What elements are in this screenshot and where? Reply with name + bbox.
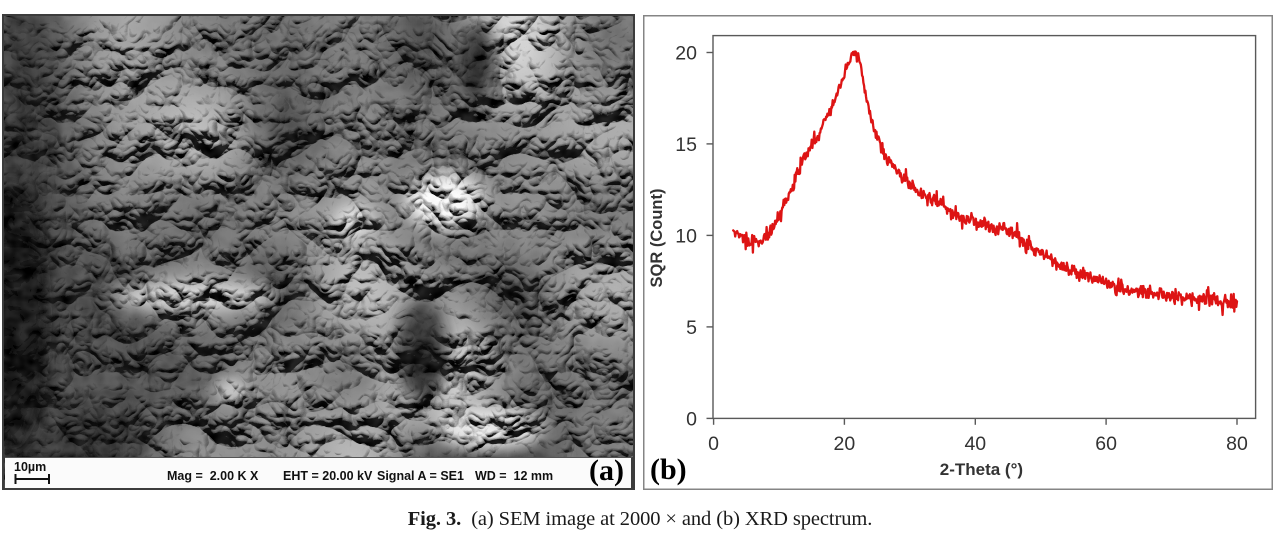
svg-text:80: 80 [1226,433,1248,455]
svg-text:(b): (b) [650,453,687,486]
svg-text:40: 40 [964,433,986,455]
svg-text:2-Theta (°): 2-Theta (°) [940,460,1023,479]
svg-text:SQR (Count): SQR (Count) [648,189,666,288]
svg-text:20: 20 [675,43,697,65]
svg-text:60: 60 [1095,433,1117,455]
svg-text:5: 5 [686,317,697,339]
svg-text:15: 15 [675,134,697,156]
svg-text:0: 0 [708,433,719,455]
svg-text:10: 10 [675,225,697,247]
svg-text:0: 0 [686,408,697,430]
svg-text:20: 20 [834,433,856,455]
